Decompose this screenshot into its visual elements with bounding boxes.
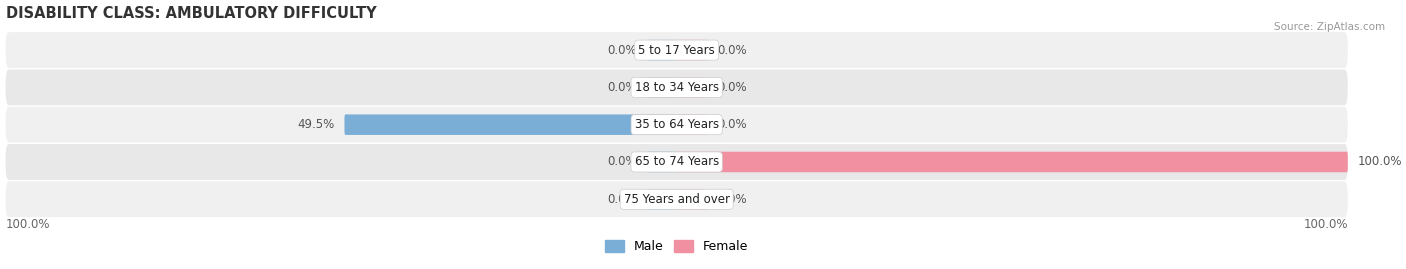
Text: 0.0%: 0.0% [717,81,747,94]
FancyBboxPatch shape [6,107,1348,143]
FancyBboxPatch shape [647,189,676,210]
Text: 0.0%: 0.0% [607,44,637,56]
Text: 18 to 34 Years: 18 to 34 Years [634,81,718,94]
Text: 0.0%: 0.0% [717,44,747,56]
Text: 65 to 74 Years: 65 to 74 Years [634,155,718,168]
Text: 100.0%: 100.0% [1358,155,1402,168]
FancyBboxPatch shape [676,152,1348,172]
Text: 100.0%: 100.0% [6,218,51,231]
Text: 100.0%: 100.0% [1303,218,1348,231]
Text: 0.0%: 0.0% [607,193,637,206]
Text: 35 to 64 Years: 35 to 64 Years [634,118,718,131]
FancyBboxPatch shape [6,69,1348,105]
Legend: Male, Female: Male, Female [600,235,754,258]
FancyBboxPatch shape [6,32,1348,68]
FancyBboxPatch shape [6,181,1348,217]
FancyBboxPatch shape [6,144,1348,180]
Text: Source: ZipAtlas.com: Source: ZipAtlas.com [1274,22,1385,31]
FancyBboxPatch shape [676,77,707,98]
Text: 5 to 17 Years: 5 to 17 Years [638,44,716,56]
Text: DISABILITY CLASS: AMBULATORY DIFFICULTY: DISABILITY CLASS: AMBULATORY DIFFICULTY [6,6,377,20]
FancyBboxPatch shape [676,189,707,210]
FancyBboxPatch shape [676,40,707,60]
FancyBboxPatch shape [676,114,707,135]
Text: 0.0%: 0.0% [607,81,637,94]
FancyBboxPatch shape [647,152,676,172]
Text: 0.0%: 0.0% [717,193,747,206]
FancyBboxPatch shape [647,40,676,60]
FancyBboxPatch shape [647,77,676,98]
Text: 49.5%: 49.5% [297,118,335,131]
Text: 0.0%: 0.0% [717,118,747,131]
Text: 0.0%: 0.0% [607,155,637,168]
Text: 75 Years and over: 75 Years and over [624,193,730,206]
FancyBboxPatch shape [344,114,676,135]
